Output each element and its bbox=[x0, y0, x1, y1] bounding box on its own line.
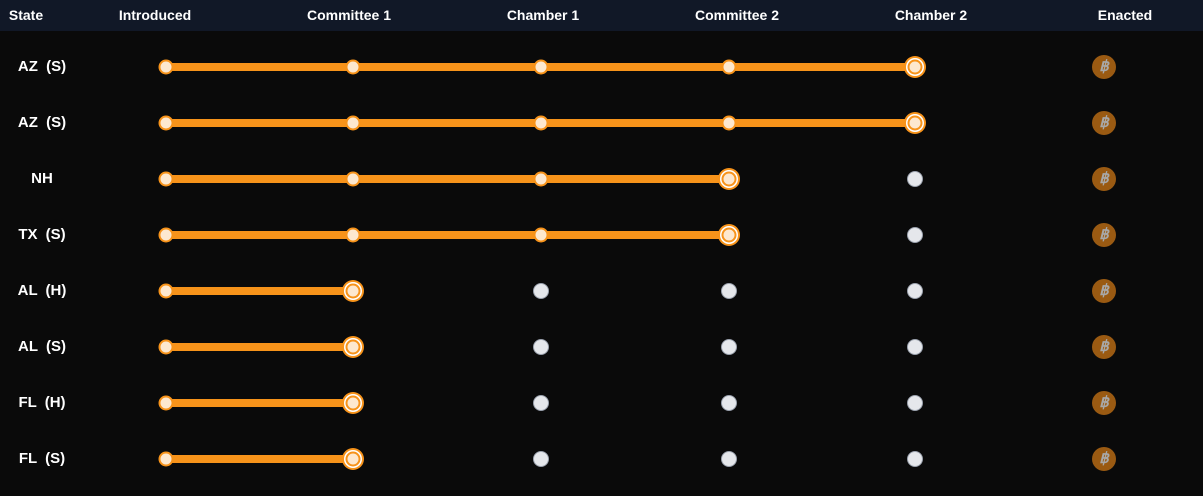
header-committee-2: Committee 2 bbox=[694, 7, 780, 23]
state-label: AL (S) bbox=[18, 338, 66, 355]
stage-pending-node bbox=[721, 339, 737, 355]
stage-current-node bbox=[904, 56, 926, 78]
table-row[interactable]: AZ (S) ฿ bbox=[0, 39, 1203, 95]
stage-complete-node bbox=[158, 283, 174, 299]
state-label: FL (S) bbox=[18, 450, 66, 467]
header-enacted: Enacted bbox=[1097, 7, 1153, 23]
header-state: State bbox=[8, 7, 44, 23]
header-committee-1: Committee 1 bbox=[306, 7, 392, 23]
stage-complete-node bbox=[345, 227, 361, 243]
stage-pending-node bbox=[907, 395, 923, 411]
bitcoin-icon: ฿ bbox=[1092, 167, 1116, 191]
stage-pending-node bbox=[907, 171, 923, 187]
stage-complete-node bbox=[158, 59, 174, 75]
state-label: FL (H) bbox=[18, 394, 66, 411]
table-row[interactable]: AL (H) ฿ bbox=[0, 263, 1203, 319]
stage-pending-node bbox=[533, 283, 549, 299]
stage-complete-node bbox=[158, 227, 174, 243]
table-row[interactable]: TX (S) ฿ bbox=[0, 207, 1203, 263]
header-introduced: Introduced bbox=[118, 7, 192, 23]
stage-current-node bbox=[342, 280, 364, 302]
stage-pending-node bbox=[907, 283, 923, 299]
progress-track bbox=[158, 224, 923, 246]
bitcoin-icon: ฿ bbox=[1092, 55, 1116, 79]
stage-complete-node bbox=[721, 115, 737, 131]
stage-pending-node bbox=[907, 339, 923, 355]
stage-complete-node bbox=[158, 395, 174, 411]
stage-complete-node bbox=[158, 171, 174, 187]
state-label: AZ (S) bbox=[17, 58, 67, 75]
stage-current-node bbox=[718, 224, 740, 246]
table-row[interactable]: NH ฿ bbox=[0, 151, 1203, 207]
stage-pending-node bbox=[533, 451, 549, 467]
table-row[interactable]: FL (S) ฿ bbox=[0, 431, 1203, 487]
table-row[interactable]: FL (H) ฿ bbox=[0, 375, 1203, 431]
stage-complete-node bbox=[158, 339, 174, 355]
state-label: AZ (S) bbox=[17, 114, 67, 131]
stage-complete-node bbox=[345, 115, 361, 131]
table-row[interactable]: AZ (S) ฿ bbox=[0, 95, 1203, 151]
progress-track bbox=[158, 448, 923, 470]
progress-track bbox=[158, 112, 926, 134]
stage-current-node bbox=[342, 336, 364, 358]
stage-complete-node bbox=[158, 451, 174, 467]
progress-track bbox=[158, 168, 923, 190]
stage-complete-node bbox=[158, 115, 174, 131]
state-label: TX (S) bbox=[18, 226, 66, 243]
stage-current-node bbox=[718, 168, 740, 190]
header-chamber-1: Chamber 1 bbox=[506, 7, 580, 23]
stage-pending-node bbox=[533, 395, 549, 411]
stage-complete-node bbox=[533, 59, 549, 75]
bitcoin-icon: ฿ bbox=[1092, 223, 1116, 247]
stage-complete-node bbox=[721, 59, 737, 75]
stage-complete-node bbox=[345, 171, 361, 187]
stage-complete-node bbox=[533, 227, 549, 243]
stage-complete-node bbox=[533, 171, 549, 187]
stage-current-node bbox=[342, 448, 364, 470]
bitcoin-icon: ฿ bbox=[1092, 279, 1116, 303]
progress-track bbox=[158, 56, 926, 78]
progress-track bbox=[158, 336, 923, 358]
table-row[interactable]: AL (S) ฿ bbox=[0, 319, 1203, 375]
table-header: State Introduced Committee 1 Chamber 1 C… bbox=[0, 0, 1203, 31]
bitcoin-icon: ฿ bbox=[1092, 111, 1116, 135]
stage-pending-node bbox=[907, 227, 923, 243]
stage-pending-node bbox=[721, 283, 737, 299]
stage-pending-node bbox=[907, 451, 923, 467]
state-label: NH bbox=[31, 170, 53, 187]
state-label: AL (H) bbox=[17, 282, 67, 299]
bitcoin-icon: ฿ bbox=[1092, 447, 1116, 471]
progress-track bbox=[158, 392, 923, 414]
header-chamber-2: Chamber 2 bbox=[894, 7, 968, 23]
stage-complete-node bbox=[345, 59, 361, 75]
stage-pending-node bbox=[721, 451, 737, 467]
stage-current-node bbox=[904, 112, 926, 134]
stage-pending-node bbox=[721, 395, 737, 411]
stage-complete-node bbox=[533, 115, 549, 131]
bitcoin-icon: ฿ bbox=[1092, 391, 1116, 415]
stage-current-node bbox=[342, 392, 364, 414]
stage-pending-node bbox=[533, 339, 549, 355]
progress-track bbox=[158, 280, 923, 302]
bitcoin-icon: ฿ bbox=[1092, 335, 1116, 359]
